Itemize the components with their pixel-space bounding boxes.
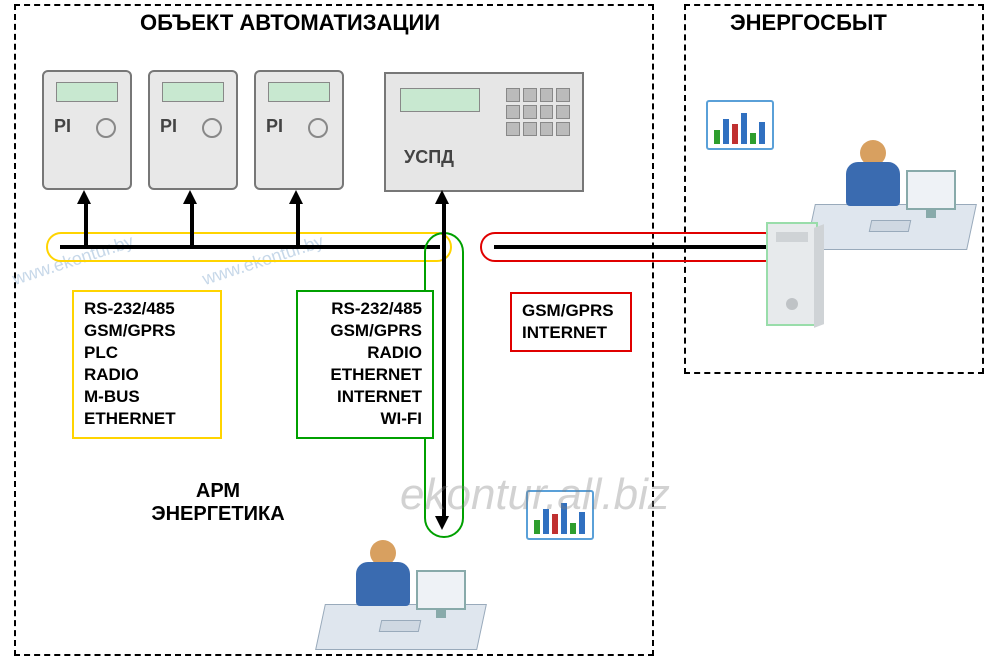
meter-3-indicator [308,118,328,138]
zone-energosbyt-title: ЭНЕРГОСБЫТ [730,10,887,36]
meter-3-label: PI [266,116,283,137]
meter-2-indicator [202,118,222,138]
arm-label-line1: АРМ [128,480,308,503]
proto-y-3: RADIO [84,364,210,386]
arm-monitor [416,570,466,610]
stem-meter-1 [84,200,88,246]
meter-1-label: PI [54,116,71,137]
proto-g-5: WI-FI [308,408,422,430]
proto-r-0: GSM/GPRS [522,300,620,322]
server-energosbyt [766,222,826,332]
workstation-energosbyt [810,120,970,250]
proto-y-1: GSM/GPRS [84,320,210,342]
proto-y-2: PLC [84,342,210,364]
uspd-label: УСПД [404,147,454,168]
protocols-green: RS-232/485 GSM/GPRS RADIO ETHERNET INTER… [296,290,434,439]
energosbyt-monitor [906,170,956,210]
stem-meter-3 [296,200,300,246]
arrow-meter-3 [289,190,303,204]
workstation-arm [320,520,480,650]
zone-automation-title: ОБЪЕКТ АВТОМАТИЗАЦИИ [140,10,440,36]
arm-label: АРМ ЭНЕРГЕТИКА [128,480,308,526]
protocols-red: GSM/GPRS INTERNET [510,292,632,352]
watermark-big: ekontur.all.biz [400,470,670,520]
proto-r-1: INTERNET [522,322,620,344]
proto-y-0: RS-232/485 [84,298,210,320]
red-bus-line [494,245,770,249]
meter-2-label: PI [160,116,177,137]
arrow-meter-1 [77,190,91,204]
arrow-uspd-up [435,190,449,204]
proto-y-5: ETHERNET [84,408,210,430]
proto-g-3: ETHERNET [308,364,422,386]
protocols-yellow: RS-232/485 GSM/GPRS PLC RADIO M-BUS ETHE… [72,290,222,439]
uspd-keypad [506,88,570,136]
proto-y-4: M-BUS [84,386,210,408]
meter-1-indicator [96,118,116,138]
uspd-controller: УСПД [384,72,584,192]
arm-keyboard [379,620,422,632]
energosbyt-keyboard [869,220,912,232]
proto-g-1: GSM/GPRS [308,320,422,342]
meter-2: PI [148,70,238,190]
arm-label-line2: ЭНЕРГЕТИКА [128,503,308,526]
yellow-bus-line [60,245,440,249]
energosbyt-person [846,140,902,210]
meter-3: PI [254,70,344,190]
proto-g-0: RS-232/485 [308,298,422,320]
stem-meter-2 [190,200,194,246]
arm-person [356,540,412,610]
arrow-meter-2 [183,190,197,204]
meter-1: PI [42,70,132,190]
proto-g-4: INTERNET [308,386,422,408]
chart-thumb-energosbyt [706,100,774,150]
proto-g-2: RADIO [308,342,422,364]
